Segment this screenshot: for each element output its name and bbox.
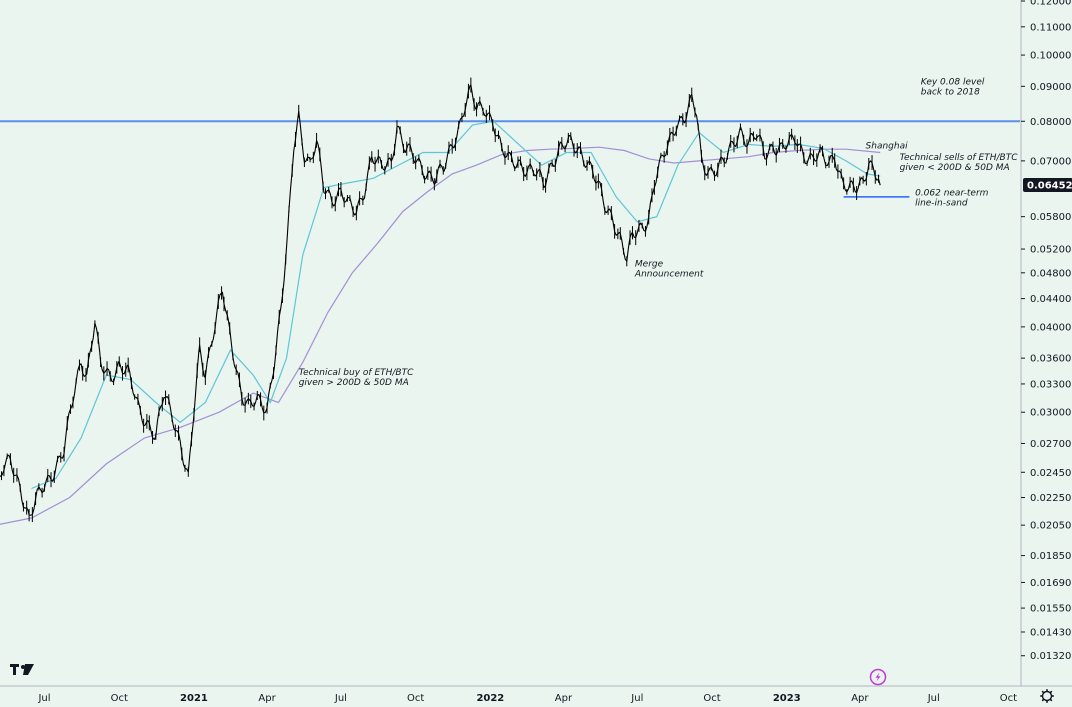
annotation-text: given < 200D & 50D MA — [900, 163, 1010, 173]
ma-50-line — [31, 120, 881, 490]
time-tick-label: 2022 — [476, 693, 504, 703]
time-tick-label: Oct — [703, 693, 720, 703]
time-tick-label: Jul — [334, 693, 347, 703]
annotation-text: Shanghai — [866, 141, 909, 151]
annotation-text: back to 2018 — [921, 88, 980, 98]
last-price-badge — [1023, 178, 1072, 193]
gear-tooth — [1049, 698, 1053, 702]
time-tick-label: 2023 — [773, 693, 801, 703]
time-tick-label: Oct — [1000, 693, 1017, 703]
annotation-text: given > 200D & 50D MA — [299, 378, 409, 388]
time-tick-label: Apr — [555, 693, 573, 703]
annotation-text: Technical sells of ETH/BTC — [900, 153, 1019, 163]
gear-icon[interactable] — [1040, 689, 1054, 703]
plot-region[interactable] — [0, 77, 1045, 526]
annotation-text: Announcement — [634, 270, 704, 280]
time-tick-label: Apr — [258, 693, 276, 703]
lightning-icon[interactable] — [869, 668, 887, 686]
gear-tooth — [1041, 690, 1045, 694]
lightning-bolt — [875, 672, 881, 682]
time-tick-label: Jul — [630, 693, 643, 703]
tradingview-logo — [10, 664, 34, 675]
gear-tooth — [1049, 690, 1053, 694]
annotation-text: line-in-sand — [915, 198, 968, 208]
annotation-text: 0.062 near-term — [915, 188, 989, 198]
annotation-text: Merge — [635, 260, 664, 270]
time-tick-label: Apr — [851, 693, 869, 703]
last-price-label: 0.064525 — [1027, 181, 1072, 192]
annotation-text: Key 0.08 level — [921, 78, 985, 88]
logo-v — [23, 664, 34, 675]
gear-tooth — [1041, 698, 1045, 702]
time-tick-label: Jul — [37, 693, 50, 703]
time-tick-label: 2021 — [180, 693, 208, 703]
time-axis[interactable]: Jul Oct 2021 Apr Jul Oct 2022 Apr Jul Oct 2023 Apr J… — [0, 685, 1072, 704]
logo-stem — [13, 664, 16, 675]
logo-dot — [21, 665, 25, 669]
time-tick-label: Oct — [407, 693, 424, 703]
annotation-text: Technical buy of ETH/BTC — [299, 368, 414, 378]
time-tick-label: Oct — [111, 693, 128, 703]
chart-chrome — [10, 664, 1054, 703]
time-tick-label: Jul — [927, 693, 940, 703]
